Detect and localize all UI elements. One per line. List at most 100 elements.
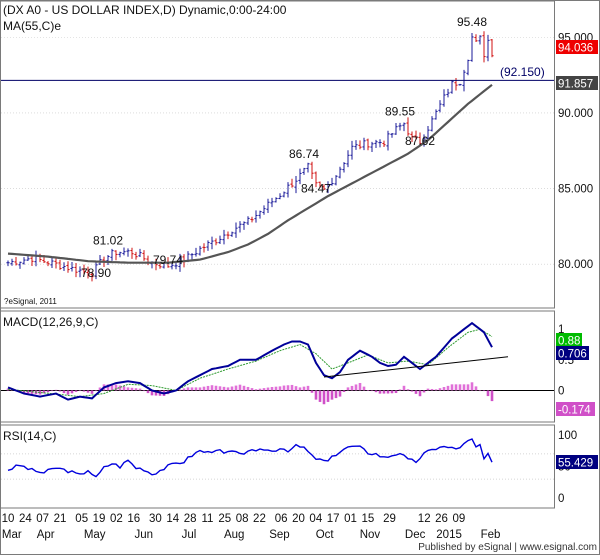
macd-histogram-bar: [138, 388, 142, 391]
macd-histogram-bar: [266, 387, 270, 391]
macd-histogram-bar: [450, 384, 454, 391]
moving-average-line: [7, 83, 493, 264]
macd-histogram-bar: [310, 390, 314, 393]
x-axis-day-label: 17: [327, 513, 340, 525]
macd-histogram-bar: [254, 389, 258, 391]
x-axis-labels: 10 24 07 21 05 19 02 16 30 14 28 11 25 08 22 06 20 04 17 01…: [2, 513, 501, 541]
x-axis-month-label: 2015: [436, 529, 462, 541]
publisher-footer: Published by eSignal | www.esignal.com: [418, 542, 597, 553]
rsi-y-tick: 100: [558, 430, 577, 442]
x-axis-month-label: Jun: [134, 529, 153, 541]
macd-histogram-bar: [438, 388, 442, 391]
macd-histogram-bar: [114, 384, 118, 391]
price-y-tick: 80.000: [558, 259, 593, 271]
macd-histogram-bar: [258, 388, 262, 391]
signal-value-tag: 0.88: [556, 333, 582, 348]
x-axis-day-label: 06: [275, 513, 288, 525]
macd-histogram-bar: [322, 390, 326, 405]
macd-histogram-bar: [470, 382, 474, 391]
macd-histogram-bar: [282, 385, 286, 391]
macd-histogram-bar: [478, 390, 482, 392]
macd-histogram-bar: [366, 390, 370, 391]
macd-histogram-bar: [402, 385, 406, 391]
macd-histogram-bar: [38, 390, 42, 395]
x-axis-day-label: 16: [127, 513, 140, 525]
x-axis-month-label: Jul: [182, 529, 197, 541]
macd-histogram-bar: [446, 385, 450, 391]
macd-histogram-bar: [362, 386, 366, 391]
macd-histogram-bar: [182, 388, 186, 391]
macd-histogram-bar: [206, 385, 210, 391]
macd-histogram-bar: [246, 386, 250, 391]
macd-histogram-bar: [274, 386, 278, 391]
x-axis-day-label: 26: [435, 513, 448, 525]
macd-histogram-bar: [338, 390, 342, 397]
macd-histogram-bar: [454, 384, 458, 391]
macd-title: MACD(12,26,9,C): [3, 315, 98, 329]
macd-histogram-bar: [486, 390, 490, 397]
macd-histogram-bar: [54, 389, 58, 391]
macd-histogram-bar: [318, 390, 322, 402]
macd-histogram-bar: [202, 386, 206, 391]
x-axis-day-label: 30: [149, 513, 162, 525]
macd-histogram-bar: [462, 384, 466, 391]
macd-histogram-bar: [26, 390, 30, 394]
moving-average-series: [7, 83, 493, 264]
x-axis-month-label: May: [84, 529, 106, 541]
price-annotation: 87.62: [405, 134, 435, 148]
macd-histogram-bar: [198, 387, 202, 391]
macd-histogram-bar: [242, 385, 246, 391]
macd-histogram-bar: [134, 388, 138, 391]
macd-histogram-bar: [262, 388, 266, 391]
macd-histogram-bar: [466, 384, 470, 391]
macd-histogram-bar: [302, 386, 306, 391]
macd-histogram-bar: [106, 384, 110, 391]
x-axis-day-label: 14: [166, 513, 179, 525]
x-axis-day-label: 07: [36, 513, 49, 525]
macd-histogram-bar: [110, 384, 114, 391]
macd-histogram-bar: [78, 390, 82, 392]
macd-y-tick: 0: [558, 385, 564, 397]
macd-histogram-bar: [278, 386, 282, 391]
macd-histogram-bar: [458, 384, 462, 391]
hist-value-tag: -0.174: [556, 402, 595, 417]
macd-histogram-bar: [410, 390, 414, 392]
macd-histogram-bar: [482, 390, 486, 392]
macd-histogram-bar: [90, 390, 94, 394]
macd-histogram-bar: [222, 386, 226, 391]
x-axis-month-label: Aug: [224, 529, 244, 541]
x-axis-day-label: 04: [309, 513, 322, 525]
rsi-series: [7, 438, 493, 478]
macd-histogram-bar: [58, 390, 62, 392]
price-annotation: 78.90: [81, 266, 111, 280]
macd-histogram-bar: [42, 390, 46, 394]
macd-histogram-bar: [406, 389, 410, 391]
macd-histogram-bar: [62, 390, 66, 394]
macd-histogram-bar: [122, 386, 126, 391]
macd-histogram-bar: [426, 388, 430, 391]
x-axis-day-label: 05: [75, 513, 88, 525]
price-annotation: 79.74: [153, 253, 183, 267]
x-axis-day-label: 21: [54, 513, 67, 525]
macd-histogram-bar: [326, 390, 330, 402]
macd-histogram-bar: [190, 387, 194, 391]
macd-histogram-bar: [298, 387, 302, 391]
macd-histogram-bar: [418, 390, 422, 397]
rsi-panel: [0, 424, 555, 509]
macd-histogram-bar: [250, 388, 254, 391]
macd-histogram-bar: [370, 390, 374, 392]
signal-value-label: 0.88: [558, 336, 580, 348]
macd-histogram-bar: [146, 390, 150, 394]
macd-trendline: [323, 356, 509, 378]
x-axis-day-label: 15: [361, 513, 374, 525]
macd-value-label: 0.706: [558, 349, 587, 361]
macd-histogram-bar: [434, 389, 438, 391]
macd-line: [7, 321, 493, 401]
ma-value-tag: 91.857: [556, 76, 598, 91]
last-price-tag: 94.036: [556, 40, 598, 55]
x-axis-month-label: Nov: [360, 529, 381, 541]
macd-histogram-bar: [342, 390, 346, 392]
macd-histogram-bar: [490, 390, 494, 402]
